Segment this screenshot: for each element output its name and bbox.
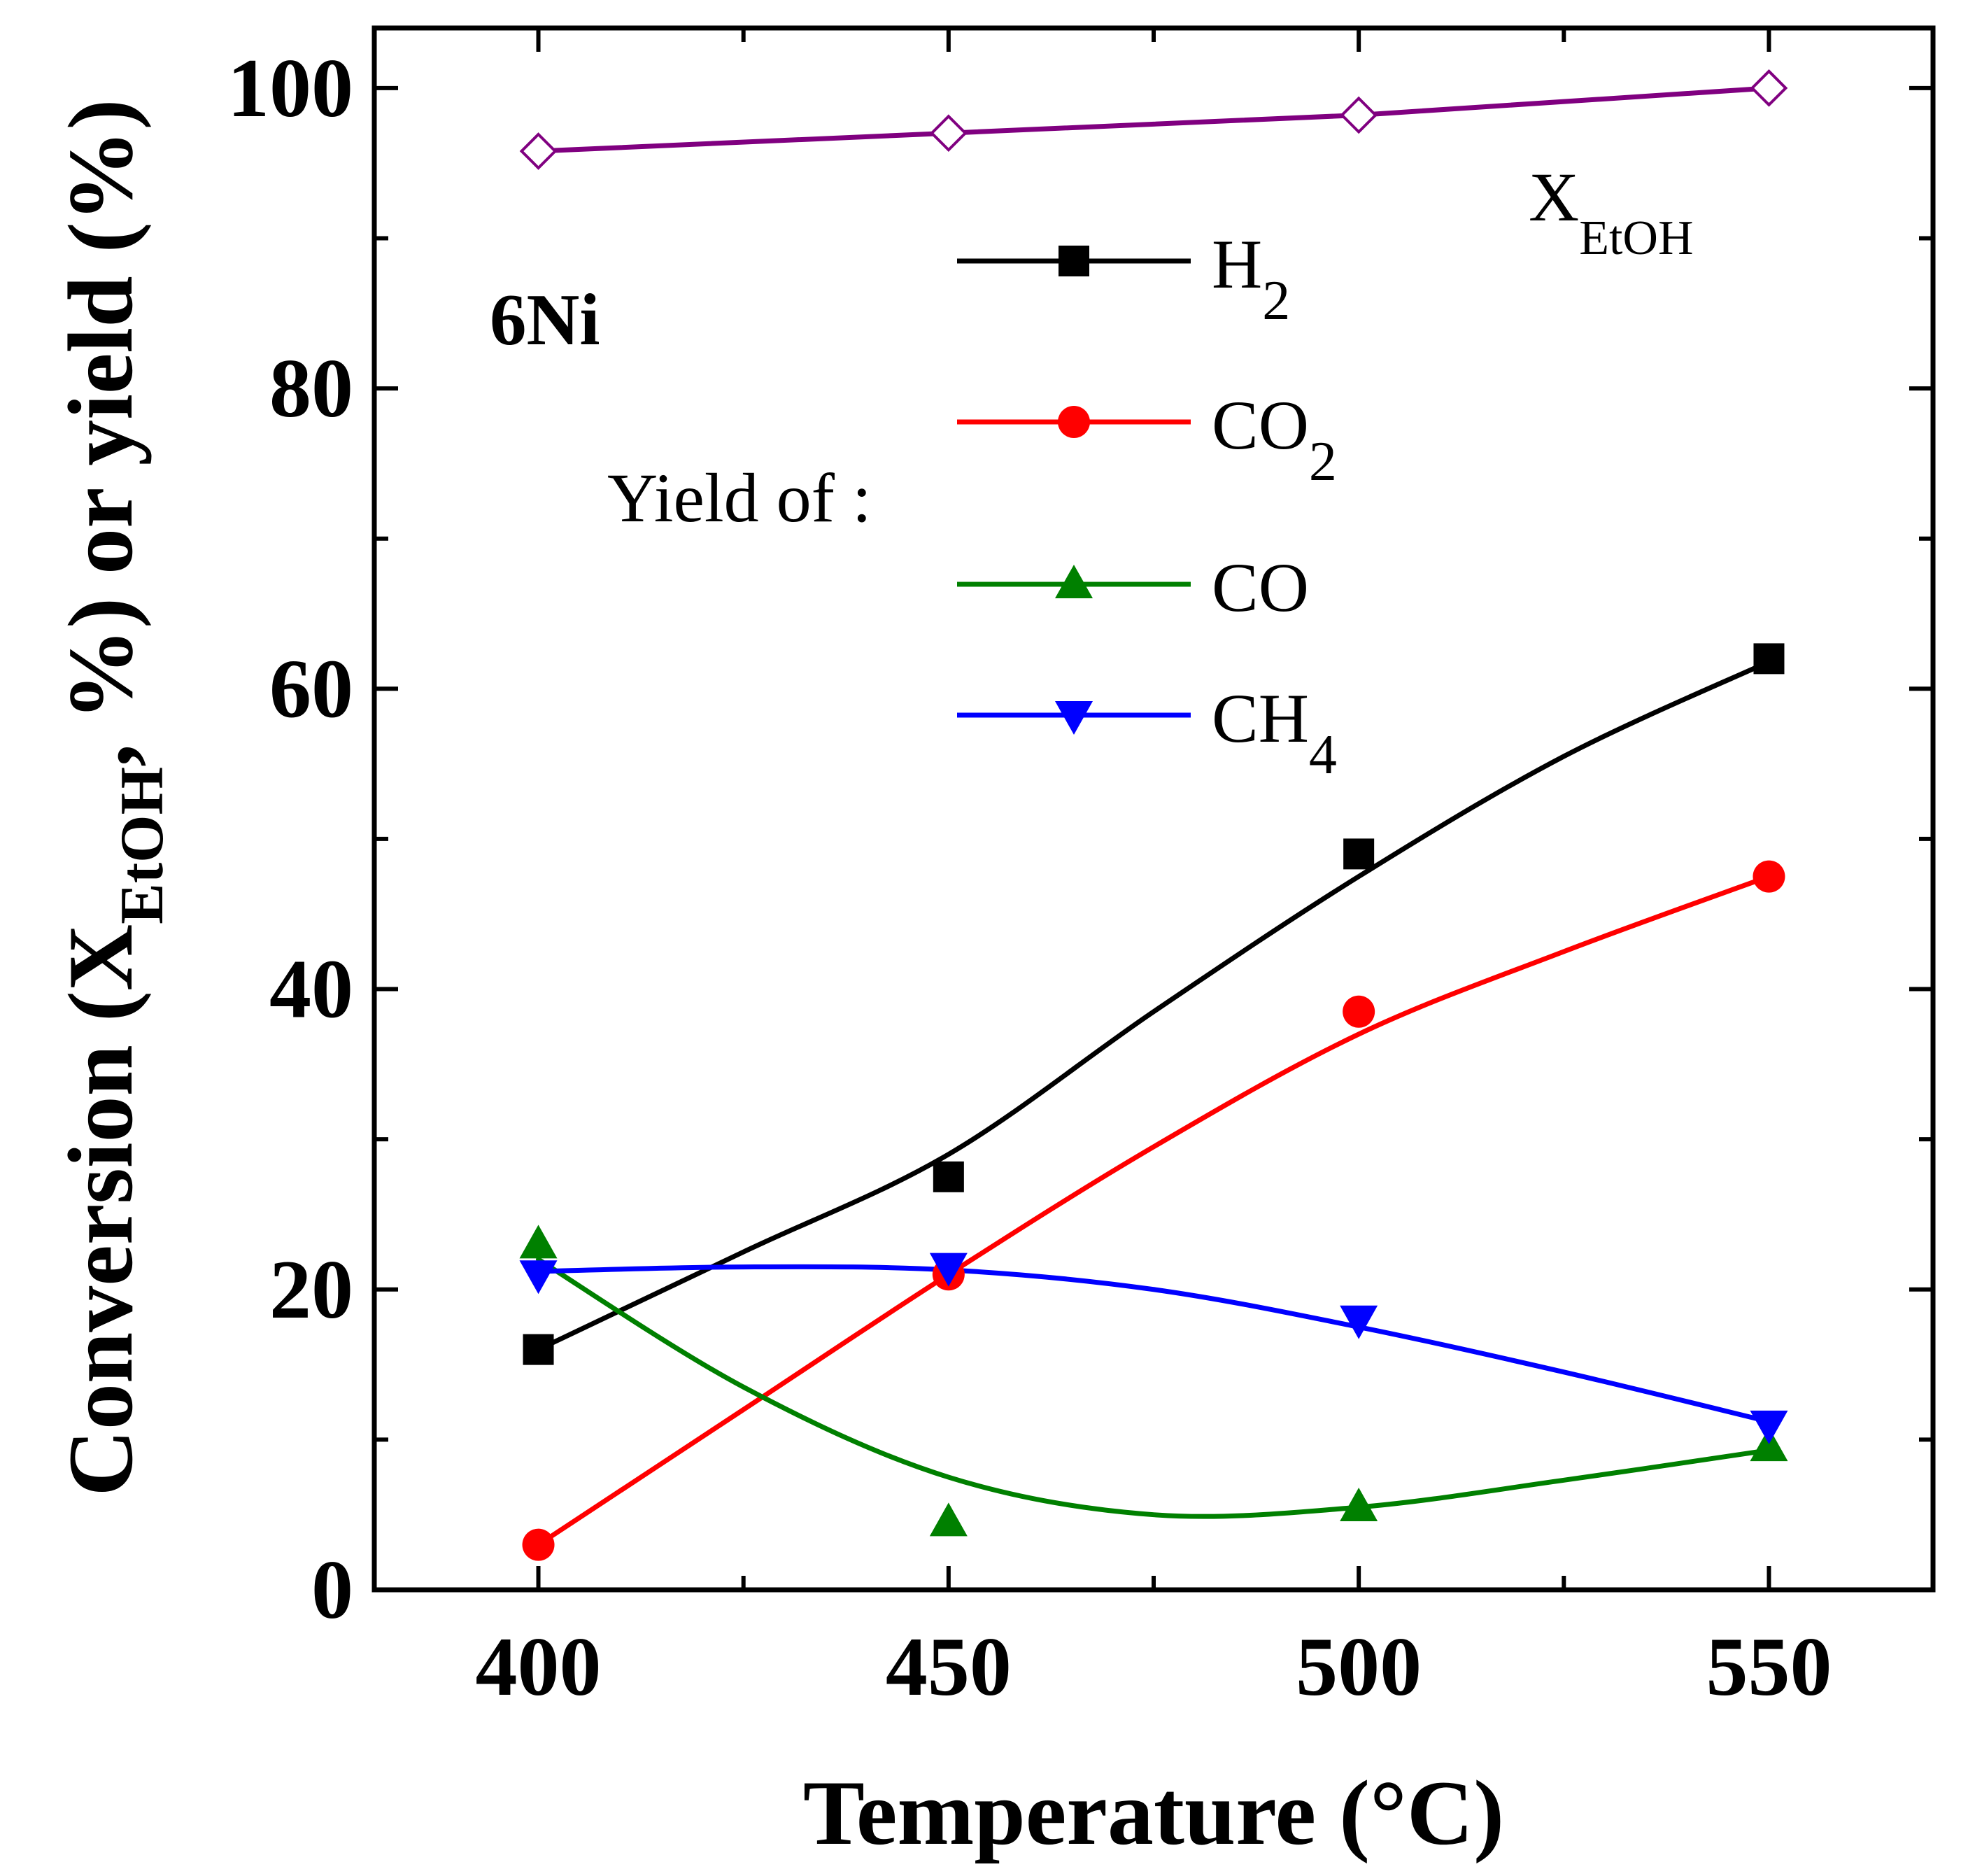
y-axis-label-sub: EtOH [108,767,176,924]
legend-title: Yield of : [607,459,872,537]
ch4-fit-line [536,1264,1771,1425]
x-etoh-marker [930,114,968,153]
legend-label-sub: 2 [1309,431,1337,493]
legend-label-h2: H2 [1212,225,1290,332]
legend-label-ch4: CH4 [1212,679,1337,786]
legend-label-sub: 4 [1309,724,1337,786]
panel-label: 6Ni [490,278,600,360]
co-marker [1750,1427,1788,1462]
y-axis-label: Conversion (XEtOH, %) or yield (%) [49,99,176,1497]
co2-marker [1753,860,1785,893]
y-axis-label-suffix: , %) or yield (%) [49,99,152,767]
x-tick-label: 500 [1296,1620,1422,1713]
y-axis-label-prefix: Conversion (X [49,924,152,1497]
x-axis-label: Temperature (°C) [803,1761,1504,1864]
co-fit-line [536,1257,1771,1519]
legend-label-main: CH [1212,679,1309,757]
legend-marker-co2 [1058,406,1090,438]
h2-marker [1753,643,1785,675]
legend-marker-h2 [1059,246,1089,276]
legend-marker-co [1055,565,1093,598]
co2-marker [1343,995,1375,1028]
conversion-label: XEtOH [1529,158,1694,265]
h2-marker [523,1334,554,1365]
legend-entry-h2: H2 [957,225,1290,332]
h2-marker [933,1161,964,1192]
co-marker [1340,1487,1378,1521]
tick-layer: 400 450 500 550 0 20 40 60 80 100 [227,28,1933,1713]
ch4-marker [929,1253,968,1287]
legend-label-main: CO [1212,549,1309,626]
x-tick-label: 450 [886,1620,1012,1713]
co2-marker [522,1528,555,1561]
legend-label-co: CO [1212,549,1309,626]
y-tick-label: 0 [311,1543,353,1636]
x-etoh-line [538,85,1769,154]
legend-marker-ch4 [1055,701,1093,735]
x-tick-label: 400 [476,1620,602,1713]
legend-label-co2: CO2 [1212,386,1337,493]
co-marker [929,1502,968,1537]
y-tick-label: 40 [269,943,353,1036]
y-tick-label: 100 [227,41,353,134]
legend-entry-co2: CO2 [957,386,1337,493]
conversion-label-sub: EtOH [1579,211,1693,265]
x-etoh-marker [1750,69,1788,107]
marker-layer [519,69,1788,1561]
legend-label-main: CO [1212,386,1309,464]
co-marker [519,1225,558,1259]
ch4-marker [1340,1305,1378,1339]
legend-label-sub: 2 [1262,270,1290,332]
x-tick-label: 550 [1706,1620,1832,1713]
h2-marker [1343,838,1375,870]
ch4-marker [1750,1410,1788,1444]
series-layer [536,85,1771,1548]
co2-fit-line [536,874,1771,1548]
y-tick-label: 60 [269,642,353,735]
legend-entry-co: CO [957,549,1309,626]
ch4-marker [519,1260,558,1295]
y-tick-label: 20 [269,1243,353,1336]
conversion-label-main: X [1529,158,1579,236]
x-etoh-marker [1340,96,1378,134]
y-tick-label: 80 [269,341,353,435]
legend-label-main: H [1212,225,1262,303]
legend-entry-ch4: CH4 [957,679,1337,786]
x-etoh-marker [519,132,558,170]
h2-fit-line [536,659,1771,1353]
